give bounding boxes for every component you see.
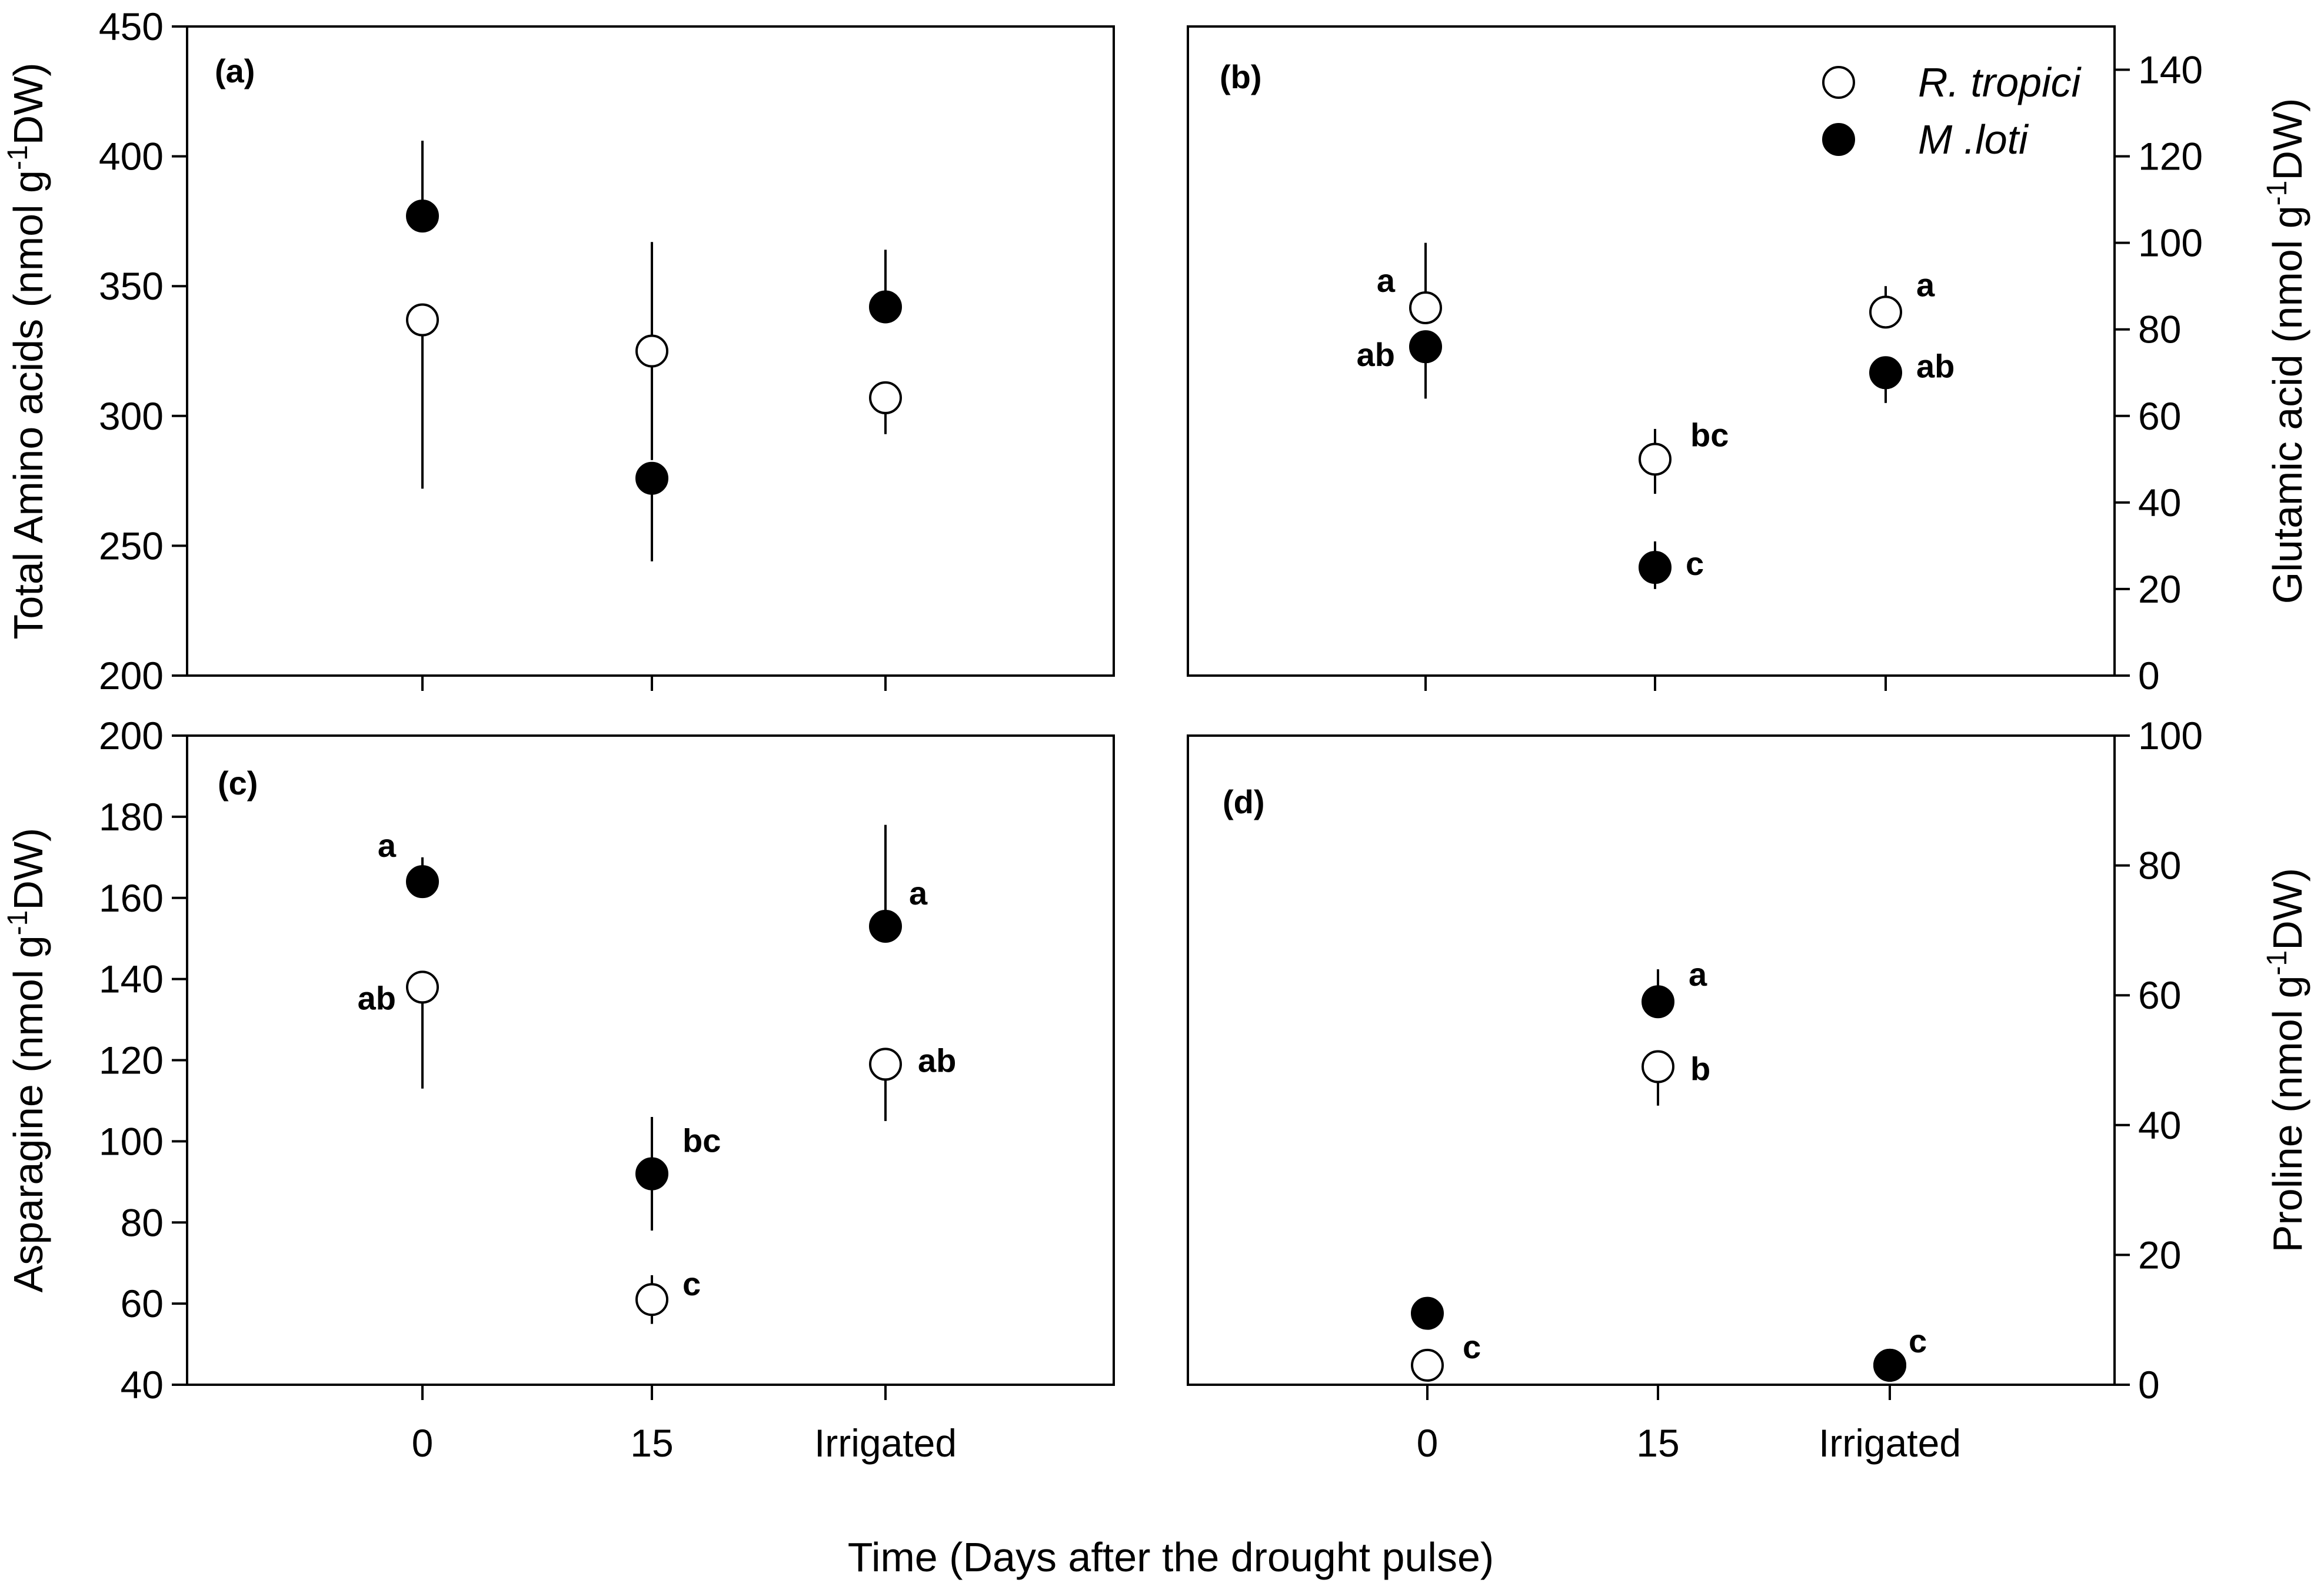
y-axis-title-b: Glutamic acid (nmol g-1DW) bbox=[2262, 98, 2310, 604]
x-tick-label: Irrigated bbox=[1819, 1421, 1961, 1465]
y-tick-label-a: 200 bbox=[99, 654, 164, 697]
x-tick-label: 0 bbox=[412, 1421, 434, 1465]
y-tick-label-a: 400 bbox=[99, 135, 164, 178]
y-tick-label-b: 140 bbox=[2138, 48, 2203, 92]
significance-label-d: b bbox=[1690, 1050, 1710, 1088]
y-tick-label-c: 100 bbox=[99, 1119, 164, 1163]
y-tick-label-a: 350 bbox=[99, 264, 164, 308]
r-tropici-point-c bbox=[635, 1283, 668, 1316]
y-tick-label-a: 300 bbox=[99, 394, 164, 438]
significance-label-c: a bbox=[909, 875, 928, 912]
y-tick-label-c: 160 bbox=[99, 876, 164, 920]
panel-frame-d bbox=[1187, 734, 2116, 1386]
y-tick-label-c: 200 bbox=[99, 714, 164, 757]
panel-label-d: (d) bbox=[1223, 783, 1265, 820]
legend-marker bbox=[1822, 123, 1855, 156]
m-loti-point-c bbox=[635, 1157, 668, 1191]
significance-label-c: c bbox=[682, 1265, 701, 1302]
y-tick-label-d: 100 bbox=[2138, 714, 2203, 757]
m-loti-point-c bbox=[406, 865, 439, 899]
y-tick-label-b: 100 bbox=[2138, 221, 2203, 265]
significance-label-c: ab bbox=[358, 979, 396, 1016]
r-tropici-point-c bbox=[869, 1048, 902, 1081]
x-tick-label: 15 bbox=[630, 1421, 673, 1465]
r-tropici-point-a bbox=[869, 381, 902, 414]
x-axis-title: Time (Days after the drought pulse) bbox=[848, 1534, 1494, 1580]
y-tick-label-b: 60 bbox=[2138, 394, 2181, 438]
y-tick-label-a: 250 bbox=[99, 524, 164, 567]
m-loti-point-a bbox=[406, 200, 439, 233]
y-tick-label-c: 40 bbox=[121, 1363, 164, 1407]
significance-label-b: ab bbox=[1357, 336, 1395, 373]
y-axis-title-d: Proline (nmol g-1DW) bbox=[2262, 868, 2310, 1252]
r-tropici-point-d bbox=[1411, 1348, 1444, 1382]
panel-label-b: (b) bbox=[1220, 58, 1262, 95]
x-tick-label: 15 bbox=[1636, 1421, 1679, 1465]
legend-entry: M .loti bbox=[1918, 117, 2029, 162]
y-tick-label-c: 140 bbox=[99, 957, 164, 1001]
y-tick-label-b: 0 bbox=[2138, 654, 2160, 697]
panel-label-a: (a) bbox=[215, 52, 255, 89]
y-tick-label-b: 120 bbox=[2138, 135, 2203, 178]
m-loti-point-b bbox=[1869, 356, 1902, 390]
significance-label-b: a bbox=[1377, 262, 1396, 299]
significance-label-b: bc bbox=[1690, 416, 1729, 453]
y-tick-label-c: 80 bbox=[121, 1201, 164, 1244]
r-tropici-point-a bbox=[635, 334, 668, 368]
y-tick-label-d: 20 bbox=[2138, 1233, 2181, 1276]
significance-label-c: bc bbox=[682, 1122, 721, 1159]
significance-label-d: a bbox=[1689, 956, 1707, 993]
y-axis-title-c: Asparagine (nmol g-1DW) bbox=[2, 828, 51, 1293]
panel-label-c: (c) bbox=[218, 764, 258, 802]
m-loti-point-a bbox=[869, 290, 902, 324]
y-tick-label-d: 40 bbox=[2138, 1103, 2181, 1147]
legend-entry: R. tropici bbox=[1918, 59, 2082, 105]
y-tick-label-c: 60 bbox=[121, 1282, 164, 1325]
m-loti-point-d bbox=[1873, 1348, 1906, 1382]
y-tick-label-d: 60 bbox=[2138, 973, 2181, 1017]
r-tropici-point-b bbox=[1409, 291, 1442, 324]
m-loti-point-a bbox=[635, 461, 668, 495]
m-loti-point-d bbox=[1642, 985, 1674, 1019]
m-loti-point-b bbox=[1639, 551, 1672, 584]
r-tropici-point-b bbox=[1869, 295, 1902, 329]
significance-label-b: ab bbox=[1916, 347, 1955, 384]
y-axis-title-a: Total Amino acids (nmol g-1DW) bbox=[2, 62, 51, 639]
significance-label-b: a bbox=[1916, 266, 1935, 303]
y-tick-label-b: 80 bbox=[2138, 308, 2181, 351]
panel-frame-a bbox=[186, 25, 1115, 677]
y-tick-label-d: 0 bbox=[2138, 1363, 2160, 1407]
y-tick-label-d: 80 bbox=[2138, 844, 2181, 887]
m-loti-point-c bbox=[869, 910, 902, 943]
x-tick-label: 0 bbox=[1417, 1421, 1439, 1465]
r-tropici-point-a bbox=[406, 303, 439, 337]
r-tropici-point-b bbox=[1639, 443, 1672, 476]
m-loti-point-d bbox=[1411, 1296, 1444, 1330]
y-tick-label-c: 180 bbox=[99, 795, 164, 839]
r-tropici-point-d bbox=[1642, 1050, 1674, 1083]
y-tick-label-c: 120 bbox=[99, 1039, 164, 1082]
y-tick-label-a: 450 bbox=[99, 5, 164, 48]
significance-label-c: a bbox=[378, 827, 397, 864]
significance-label-b: c bbox=[1686, 545, 1704, 582]
panel-frame-b bbox=[1187, 25, 2116, 677]
y-tick-label-b: 40 bbox=[2138, 481, 2181, 524]
r-tropici-point-c bbox=[406, 970, 439, 1004]
x-tick-label: Irrigated bbox=[814, 1421, 957, 1465]
significance-label-d: c bbox=[1909, 1322, 1927, 1359]
legend-marker bbox=[1822, 66, 1855, 99]
y-tick-label-b: 20 bbox=[2138, 567, 2181, 611]
significance-label-c: ab bbox=[918, 1042, 956, 1079]
m-loti-point-b bbox=[1409, 330, 1442, 364]
significance-label-d: c bbox=[1463, 1328, 1481, 1365]
